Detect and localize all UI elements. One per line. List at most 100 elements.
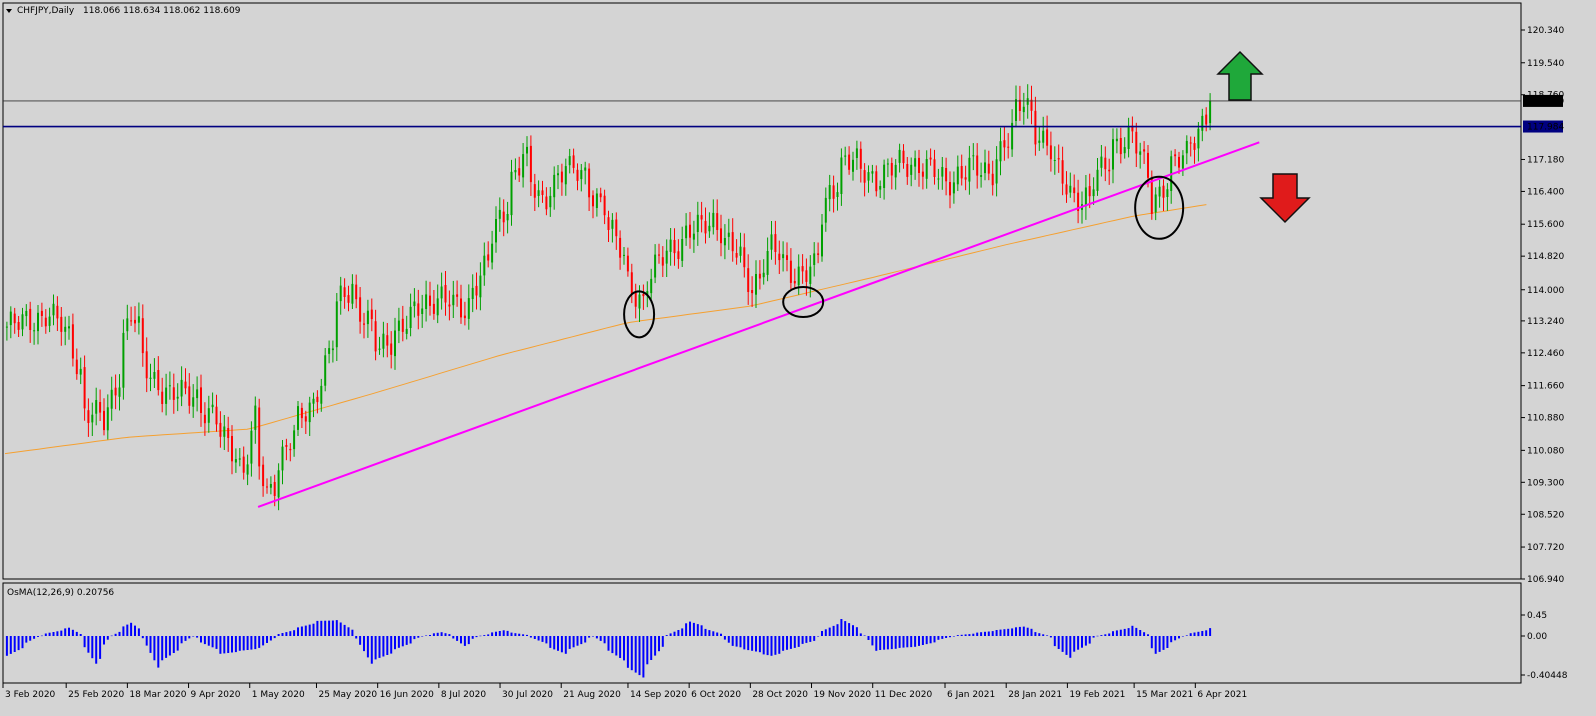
candle-body — [848, 154, 851, 170]
candle-body — [1096, 169, 1099, 191]
time-tick-label: 28 Oct 2020 — [752, 690, 808, 700]
candle-body — [836, 192, 839, 197]
osma-bar — [859, 633, 862, 636]
osma-bar — [758, 636, 761, 653]
osma-bar — [584, 636, 587, 643]
candle-body — [506, 214, 509, 221]
osma-bar — [1026, 627, 1029, 636]
osma-bar — [813, 636, 816, 641]
candle-body — [960, 166, 963, 179]
osma-bar — [914, 636, 917, 647]
candle-body — [413, 301, 416, 307]
candle-body — [673, 240, 676, 254]
candle-body — [545, 196, 548, 210]
header-symbol: CHFJPY,Daily — [17, 6, 75, 16]
candle-body — [401, 318, 404, 332]
osma-bar — [378, 636, 381, 658]
candle-body — [700, 215, 703, 220]
osma-bar — [727, 636, 730, 643]
osma-bar — [661, 636, 664, 647]
osma-bar — [723, 636, 726, 640]
candle-body — [196, 389, 199, 399]
osma-bar — [324, 620, 327, 636]
candle-body — [595, 193, 598, 208]
candle-body — [176, 396, 179, 399]
osma-bar — [735, 636, 738, 647]
candle-body — [429, 295, 431, 306]
price-tick-label: 107.720 — [1527, 543, 1564, 553]
candle-body — [188, 386, 191, 406]
osma-bar — [64, 628, 67, 636]
osma-bar — [335, 620, 338, 636]
time-tick-label: 11 Dec 2020 — [875, 690, 933, 700]
osma-bar — [421, 636, 424, 637]
candle-body — [945, 168, 948, 182]
current-price-tag-bg — [1523, 94, 1563, 107]
price-tick-label: 113.240 — [1527, 317, 1564, 327]
time-tick-label: 16 Jun 2020 — [380, 690, 434, 700]
osma-bar — [1108, 633, 1111, 636]
candle-body — [432, 303, 435, 314]
osma-bar — [312, 623, 315, 636]
osma-bar — [1042, 634, 1045, 636]
osma-bar — [821, 631, 823, 636]
candle-body — [972, 155, 975, 157]
osma-bar — [17, 636, 20, 651]
osma-bar — [471, 636, 474, 639]
price-tick-label: 119.540 — [1527, 59, 1564, 69]
candle-body — [910, 164, 913, 175]
candle-body — [599, 193, 602, 198]
osma-bar — [1209, 628, 1212, 636]
candle-body — [425, 294, 428, 309]
osma-bar — [172, 636, 175, 653]
candle-body — [852, 159, 854, 172]
osma-bar — [382, 636, 385, 657]
candle-body — [735, 253, 738, 258]
trendline — [257, 141, 1260, 508]
candle-body — [40, 310, 43, 316]
candle-body — [483, 255, 486, 276]
candle-body — [141, 318, 144, 354]
osma-bar — [134, 625, 136, 636]
candle-body — [906, 164, 909, 177]
osma-bar — [320, 620, 323, 636]
level-price-tag-bg — [1523, 120, 1563, 133]
osma-bar — [739, 636, 742, 648]
osma-bar — [968, 634, 971, 636]
osma-bar — [984, 631, 986, 636]
osma-bar — [1018, 626, 1021, 636]
candle-body — [642, 294, 645, 297]
time-tick-label: 19 Nov 2020 — [814, 690, 872, 700]
osma-bar — [126, 624, 129, 636]
time-tick-label: 3 Feb 2020 — [5, 690, 56, 700]
main-pane-border — [2, 2, 1522, 580]
candle-body — [304, 416, 307, 422]
osma-bar — [234, 636, 237, 653]
candle-body — [1088, 186, 1091, 197]
candle-body — [227, 428, 230, 438]
osma-bar — [491, 632, 494, 636]
osma-bar — [347, 627, 350, 636]
osma-bar — [716, 632, 719, 636]
osma-bar — [168, 636, 171, 656]
osma-bar — [1069, 636, 1072, 658]
osma-bar — [1115, 630, 1118, 636]
annotation-circle — [623, 290, 656, 339]
osma-bar — [386, 636, 389, 655]
candle-body — [638, 294, 641, 309]
osma-bar — [316, 620, 319, 636]
osma-bar — [475, 636, 478, 638]
candle-body — [421, 308, 424, 314]
osma-bar — [743, 636, 746, 650]
osma-bar — [130, 622, 133, 636]
candle-body — [537, 190, 540, 196]
osma-bar — [425, 635, 428, 636]
osma-bar — [293, 630, 296, 636]
candle-body — [110, 389, 113, 409]
osma-bar — [541, 636, 544, 642]
candle-body — [382, 333, 385, 349]
osma-bar — [1147, 634, 1149, 636]
osma-bar — [266, 636, 268, 643]
osma-bar — [79, 634, 82, 636]
osma-tick-label: 0.00 — [1527, 632, 1547, 642]
